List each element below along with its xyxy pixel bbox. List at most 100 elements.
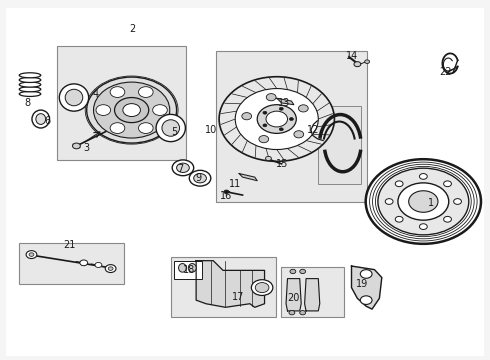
Text: 6: 6 (44, 116, 50, 126)
Ellipse shape (172, 160, 194, 176)
Bar (281, 267, 344, 317)
Circle shape (378, 168, 469, 235)
Circle shape (279, 107, 283, 110)
Ellipse shape (59, 84, 89, 111)
Circle shape (360, 270, 372, 278)
Circle shape (385, 199, 393, 204)
Text: 3: 3 (83, 143, 89, 153)
Circle shape (298, 105, 308, 112)
Circle shape (300, 311, 306, 315)
Text: 4: 4 (93, 89, 99, 99)
Circle shape (242, 113, 251, 120)
Text: 17: 17 (231, 292, 244, 302)
Ellipse shape (19, 73, 41, 78)
Bar (19, 243, 124, 284)
Ellipse shape (36, 114, 46, 125)
Circle shape (360, 296, 372, 305)
Circle shape (398, 183, 449, 220)
Circle shape (95, 262, 102, 267)
Circle shape (443, 181, 451, 186)
Circle shape (419, 174, 427, 179)
Text: 12: 12 (307, 125, 319, 135)
Polygon shape (351, 266, 382, 309)
Circle shape (266, 94, 276, 101)
Circle shape (139, 87, 153, 98)
Ellipse shape (19, 82, 41, 87)
Circle shape (372, 164, 474, 239)
Text: 20: 20 (288, 293, 300, 303)
Circle shape (263, 111, 267, 114)
Circle shape (289, 311, 295, 315)
Circle shape (279, 128, 283, 131)
Circle shape (263, 124, 267, 127)
Bar (318, 107, 361, 184)
Circle shape (366, 159, 481, 244)
Circle shape (375, 166, 471, 237)
Polygon shape (277, 98, 294, 105)
Circle shape (235, 89, 318, 149)
Circle shape (266, 156, 271, 161)
Text: 15: 15 (275, 159, 288, 169)
Polygon shape (239, 174, 257, 181)
Ellipse shape (156, 114, 185, 141)
Bar (57, 45, 186, 160)
Circle shape (87, 77, 176, 143)
Bar (171, 257, 276, 317)
Circle shape (115, 98, 149, 123)
Text: 7: 7 (177, 164, 184, 174)
Polygon shape (305, 279, 320, 311)
Text: 1: 1 (428, 198, 434, 208)
Ellipse shape (194, 174, 206, 183)
Ellipse shape (19, 87, 41, 92)
Text: 11: 11 (229, 179, 242, 189)
Ellipse shape (189, 170, 211, 186)
Text: 19: 19 (356, 279, 368, 289)
Circle shape (80, 260, 88, 266)
Circle shape (409, 191, 438, 212)
Circle shape (290, 118, 294, 121)
Circle shape (294, 131, 304, 138)
Text: 2: 2 (129, 24, 136, 35)
Circle shape (29, 253, 34, 256)
Circle shape (419, 224, 427, 229)
Ellipse shape (65, 89, 83, 106)
Circle shape (369, 162, 477, 241)
Ellipse shape (178, 264, 186, 272)
Polygon shape (286, 279, 301, 311)
Text: 8: 8 (24, 98, 31, 108)
Circle shape (257, 105, 296, 134)
Polygon shape (196, 261, 265, 307)
Circle shape (266, 111, 288, 127)
Text: 9: 9 (196, 173, 202, 183)
Circle shape (108, 267, 113, 270)
Ellipse shape (19, 91, 41, 96)
Circle shape (395, 216, 403, 222)
Circle shape (110, 123, 125, 134)
Bar (174, 261, 202, 279)
Circle shape (110, 87, 125, 98)
Ellipse shape (162, 120, 179, 136)
Circle shape (94, 82, 170, 138)
Circle shape (454, 199, 462, 204)
Text: 22: 22 (439, 67, 452, 77)
Circle shape (105, 265, 116, 273)
Text: 14: 14 (346, 51, 359, 61)
Ellipse shape (176, 163, 189, 172)
Circle shape (395, 181, 403, 186)
Text: 18: 18 (183, 265, 195, 275)
Circle shape (224, 190, 229, 194)
Circle shape (365, 60, 369, 63)
Circle shape (300, 269, 306, 274)
Circle shape (290, 269, 296, 274)
Circle shape (123, 104, 141, 117)
Circle shape (73, 143, 80, 149)
Circle shape (354, 62, 361, 67)
Bar (216, 51, 367, 202)
Circle shape (96, 105, 111, 116)
Text: 13: 13 (278, 98, 290, 108)
Circle shape (259, 136, 269, 143)
Ellipse shape (32, 110, 49, 128)
Ellipse shape (19, 77, 41, 82)
Text: 21: 21 (63, 239, 75, 249)
Circle shape (219, 77, 334, 161)
